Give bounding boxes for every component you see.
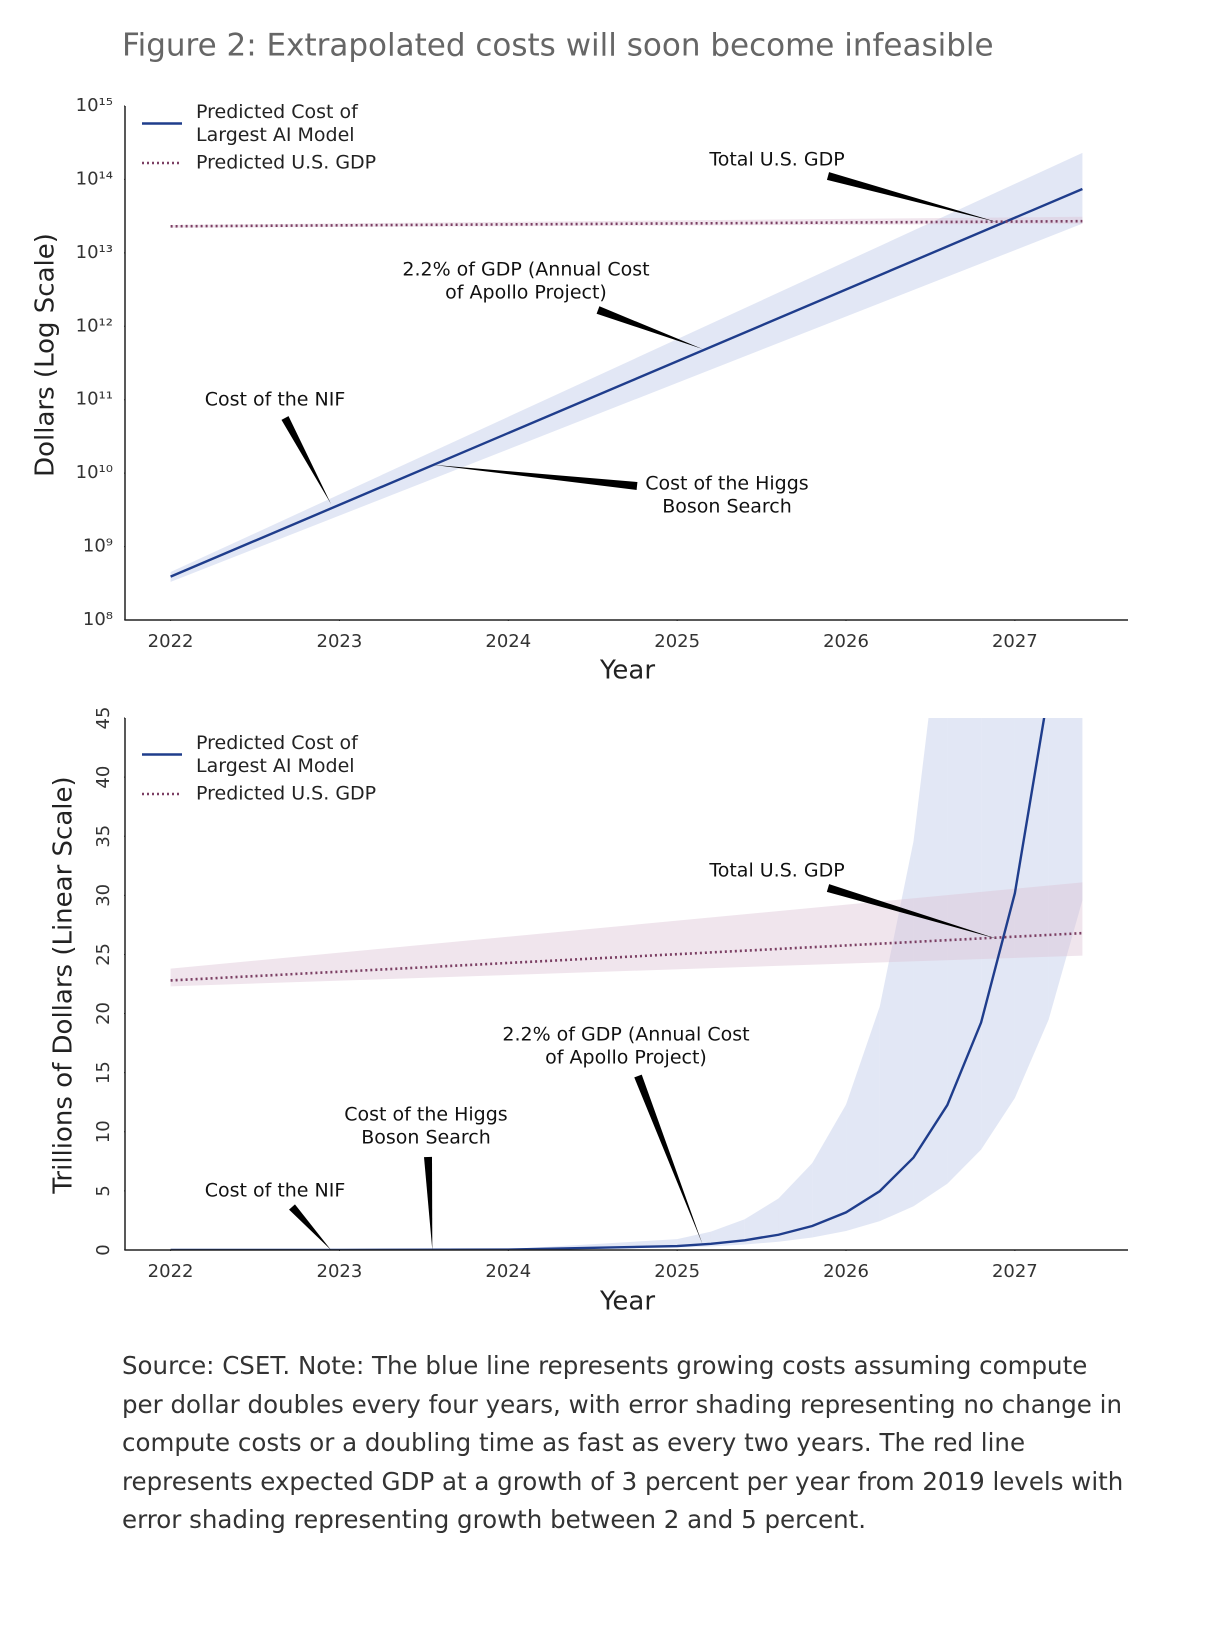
y-tick-label: 10¹³ (76, 242, 113, 263)
y-tick-label: 30 (93, 884, 114, 907)
annotation-text: Total U.S. GDP (708, 860, 844, 882)
chart: 2022 2023 2024 2025 2026 20270510152025303540… (49, 707, 1128, 1317)
annotation-arrow (634, 1074, 703, 1245)
legend-label: Predicted Cost of Largest AI Model (196, 101, 364, 146)
annotation-arrow (596, 306, 703, 350)
error-band (170, 216, 1083, 228)
annotation-arrow (826, 884, 998, 940)
plot-area (170, 718, 1083, 1250)
y-tick-label: 10⁸ (83, 609, 113, 630)
y-tick-label: 15 (93, 1061, 114, 1084)
y-tick-label: 40 (93, 766, 114, 789)
y-tick-label: 10¹¹ (76, 389, 113, 410)
error-band (913, 718, 948, 1207)
annotation-text: Cost of the NIF (205, 1180, 346, 1202)
chart: 2022 2023 2024 2025 2026 2027 10⁸ 10⁹ 10¹⁰ 10¹¹ 10… (31, 95, 1128, 686)
annotation-text: Boson Search (662, 496, 792, 518)
series-line (170, 931, 1083, 982)
y-tick-label: 10¹² (76, 315, 113, 336)
annotation-arrow (424, 1156, 433, 1250)
annotation-arrow (289, 1204, 332, 1250)
y-tick-label: 0 (93, 1244, 114, 1255)
error-band (947, 718, 982, 1184)
x-tick-label: 2026 (823, 631, 869, 652)
annotation-arrow (281, 416, 332, 504)
error-band (744, 1198, 779, 1245)
x-tick-label: 2024 (485, 631, 531, 652)
legend-label: Predicted U.S. GDP (196, 783, 376, 805)
y-tick-label: 10 (93, 1120, 114, 1143)
x-tick-label: 2022 (148, 1261, 194, 1282)
y-tick-label: 20 (93, 1002, 114, 1025)
annotation-arrow (826, 172, 998, 223)
figure-title: Figure 2: Extrapolated costs will soon b… (122, 28, 994, 64)
annotation-text: Cost of the NIF (205, 389, 346, 411)
x-axis-label: Year (599, 656, 655, 686)
y-tick-label: 10¹⁰ (76, 462, 113, 483)
series-line (170, 718, 1046, 1250)
error-band (170, 152, 1083, 582)
error-band (812, 1104, 847, 1238)
error-band (879, 840, 914, 1222)
annotation-arrow (432, 464, 638, 490)
annotation-text: Boson Search (361, 1127, 491, 1149)
y-tick-label: 25 (93, 943, 114, 966)
error-band (981, 718, 1015, 1150)
x-tick-label: 2023 (317, 1261, 363, 1282)
annotation-text: Cost of the Higgs (344, 1104, 507, 1126)
source-note: Source: CSET. Note: The blue line repres… (122, 1351, 1124, 1535)
error-band (710, 1219, 745, 1247)
error-band (170, 882, 1083, 987)
annotation-text: of Apollo Project) (445, 282, 607, 304)
y-tick-label: 45 (93, 707, 114, 730)
x-tick-label: 2025 (654, 631, 700, 652)
x-tick-label: 2023 (317, 631, 363, 652)
annotation-text: Cost of the Higgs (645, 473, 808, 495)
error-band (846, 1006, 880, 1231)
plot-area (170, 152, 1083, 582)
x-axis-label: Year (599, 1287, 655, 1317)
y-axis-label: Trillions of Dollars (Linear Scale) (49, 776, 79, 1194)
y-tick-label: 10¹⁴ (76, 168, 113, 189)
x-tick-label: 2026 (823, 1261, 869, 1282)
x-tick-label: 2024 (485, 1261, 531, 1282)
error-band (778, 1163, 813, 1242)
y-tick-label: 10⁹ (83, 536, 113, 557)
y-axis-label: Dollars (Log Scale) (31, 233, 61, 477)
annotation-text: Total U.S. GDP (708, 149, 844, 171)
annotation-text: of Apollo Project) (545, 1047, 707, 1069)
x-tick-label: 2025 (654, 1261, 700, 1282)
annotation-text: 2.2% of GDP (Annual Cost (502, 1024, 749, 1046)
error-band (1014, 718, 1049, 1098)
y-tick-label: 35 (93, 825, 114, 848)
y-tick-label: 10¹⁵ (76, 95, 113, 116)
legend-label: Predicted Cost of Largest AI Model (196, 732, 364, 777)
x-tick-label: 2022 (148, 631, 194, 652)
x-tick-label: 2027 (992, 1261, 1038, 1282)
series-line (170, 187, 1083, 578)
legend-label: Predicted U.S. GDP (196, 152, 376, 174)
y-tick-label: 5 (93, 1185, 114, 1196)
x-tick-label: 2027 (992, 631, 1038, 652)
error-band (1048, 718, 1083, 1020)
annotation-text: 2.2% of GDP (Annual Cost (402, 259, 649, 281)
series-line (170, 219, 1083, 228)
